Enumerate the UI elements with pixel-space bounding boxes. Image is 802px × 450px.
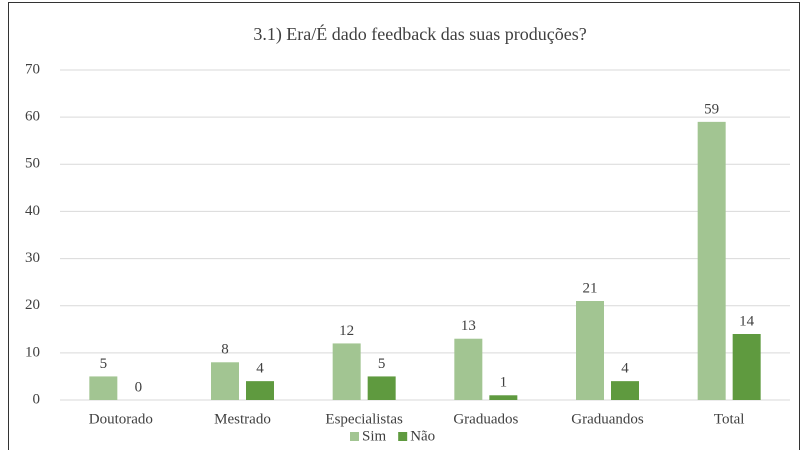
legend-label: Sim: [362, 428, 387, 444]
legend-swatch: [350, 432, 359, 441]
y-tick-label: 70: [25, 61, 40, 77]
y-tick-label: 30: [25, 250, 40, 266]
data-label: 1: [500, 375, 508, 391]
bar: [211, 362, 239, 400]
chart-frame: [8, 2, 800, 450]
data-label: 4: [256, 361, 264, 377]
bar: [89, 376, 118, 400]
data-label: 14: [739, 313, 755, 329]
data-label: 5: [100, 356, 108, 372]
x-tick-label: Total: [714, 411, 745, 427]
data-label: 12: [339, 323, 354, 339]
data-label: 0: [135, 379, 143, 395]
bar: [732, 334, 761, 400]
data-label: 8: [221, 342, 229, 358]
bar: [697, 121, 726, 400]
chart-title: 3.1) Era/É dado feedback das suas produç…: [253, 23, 586, 45]
data-label: 4: [621, 361, 629, 377]
bar: [332, 343, 361, 400]
x-tick-label: Especialistas: [325, 411, 403, 427]
bar: [576, 301, 604, 400]
y-tick-label: 50: [25, 156, 40, 172]
y-tick-label: 10: [25, 344, 40, 360]
y-tick-label: 20: [25, 297, 40, 313]
bar: [454, 338, 483, 400]
bar: [367, 376, 396, 400]
y-tick-label: 60: [25, 109, 40, 125]
bar: [611, 381, 639, 400]
legend-label: Não: [410, 428, 435, 444]
legend-swatch: [398, 432, 408, 441]
x-tick-label: Graduandos: [571, 411, 644, 427]
y-tick-label: 40: [25, 203, 40, 219]
data-label: 13: [461, 318, 476, 334]
x-tick-label: Mestrado: [214, 411, 271, 427]
x-tick-label: Graduados: [453, 411, 518, 427]
bar: [489, 395, 518, 400]
data-label: 21: [583, 280, 598, 296]
bar: [246, 381, 274, 400]
data-label: 59: [704, 101, 719, 117]
data-label: 5: [378, 356, 386, 372]
y-tick-label: 0: [33, 391, 41, 407]
x-tick-label: Doutorado: [89, 411, 153, 427]
